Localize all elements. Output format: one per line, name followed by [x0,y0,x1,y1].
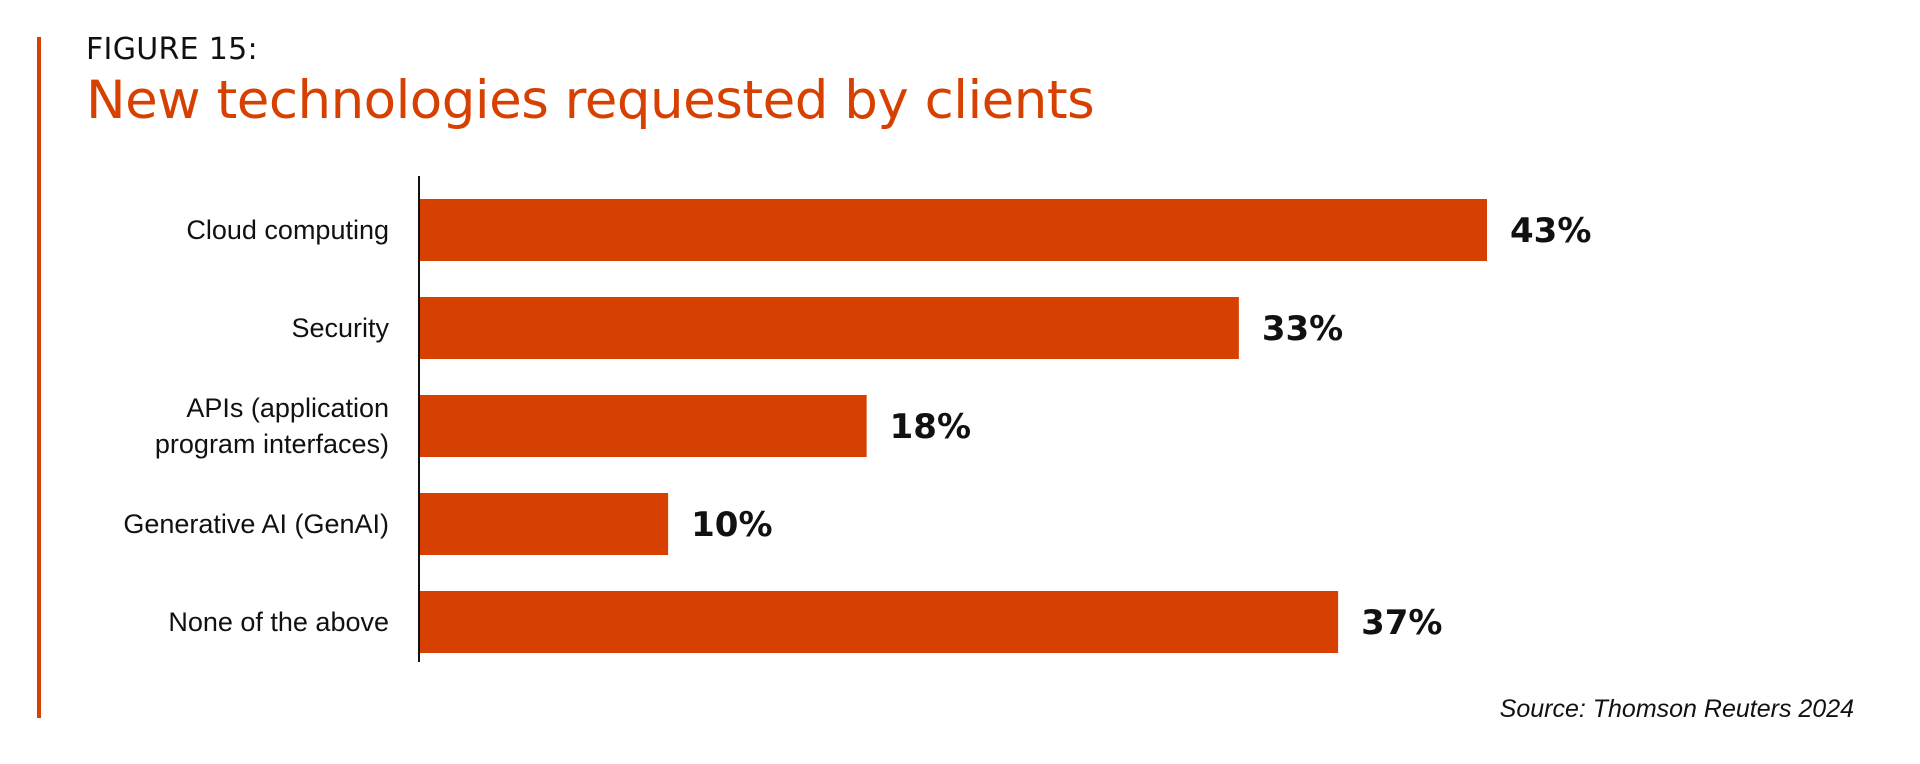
data-label: 37% [1361,603,1442,643]
chart-title: New technologies requested by clients [86,70,1095,131]
data-label: 10% [691,505,772,545]
category-label: APIs (application program interfaces) [155,393,389,459]
data-label: 33% [1262,309,1343,349]
bar [420,493,669,555]
category-label-line: Security [291,313,389,343]
bar [420,591,1339,653]
category-label: Cloud computing [186,215,389,245]
category-label: Security [291,313,389,343]
data-label: 43% [1510,211,1591,251]
data-label: 18% [890,407,971,447]
category-label-line: None of the above [168,607,389,637]
figure-label: FIGURE 15: [86,32,258,67]
category-label-line: Generative AI (GenAI) [123,509,389,539]
accent-rule [37,37,41,718]
source-note: Source: Thomson Reuters 2024 [1499,695,1854,723]
bar [420,297,1239,359]
category-label-line: Cloud computing [186,215,389,245]
category-label: Generative AI (GenAI) [123,509,389,539]
bar [420,395,867,457]
category-label-line: program interfaces) [155,429,389,459]
category-label-line: APIs (application [186,393,389,423]
category-label: None of the above [168,607,389,637]
bar [420,199,1487,261]
